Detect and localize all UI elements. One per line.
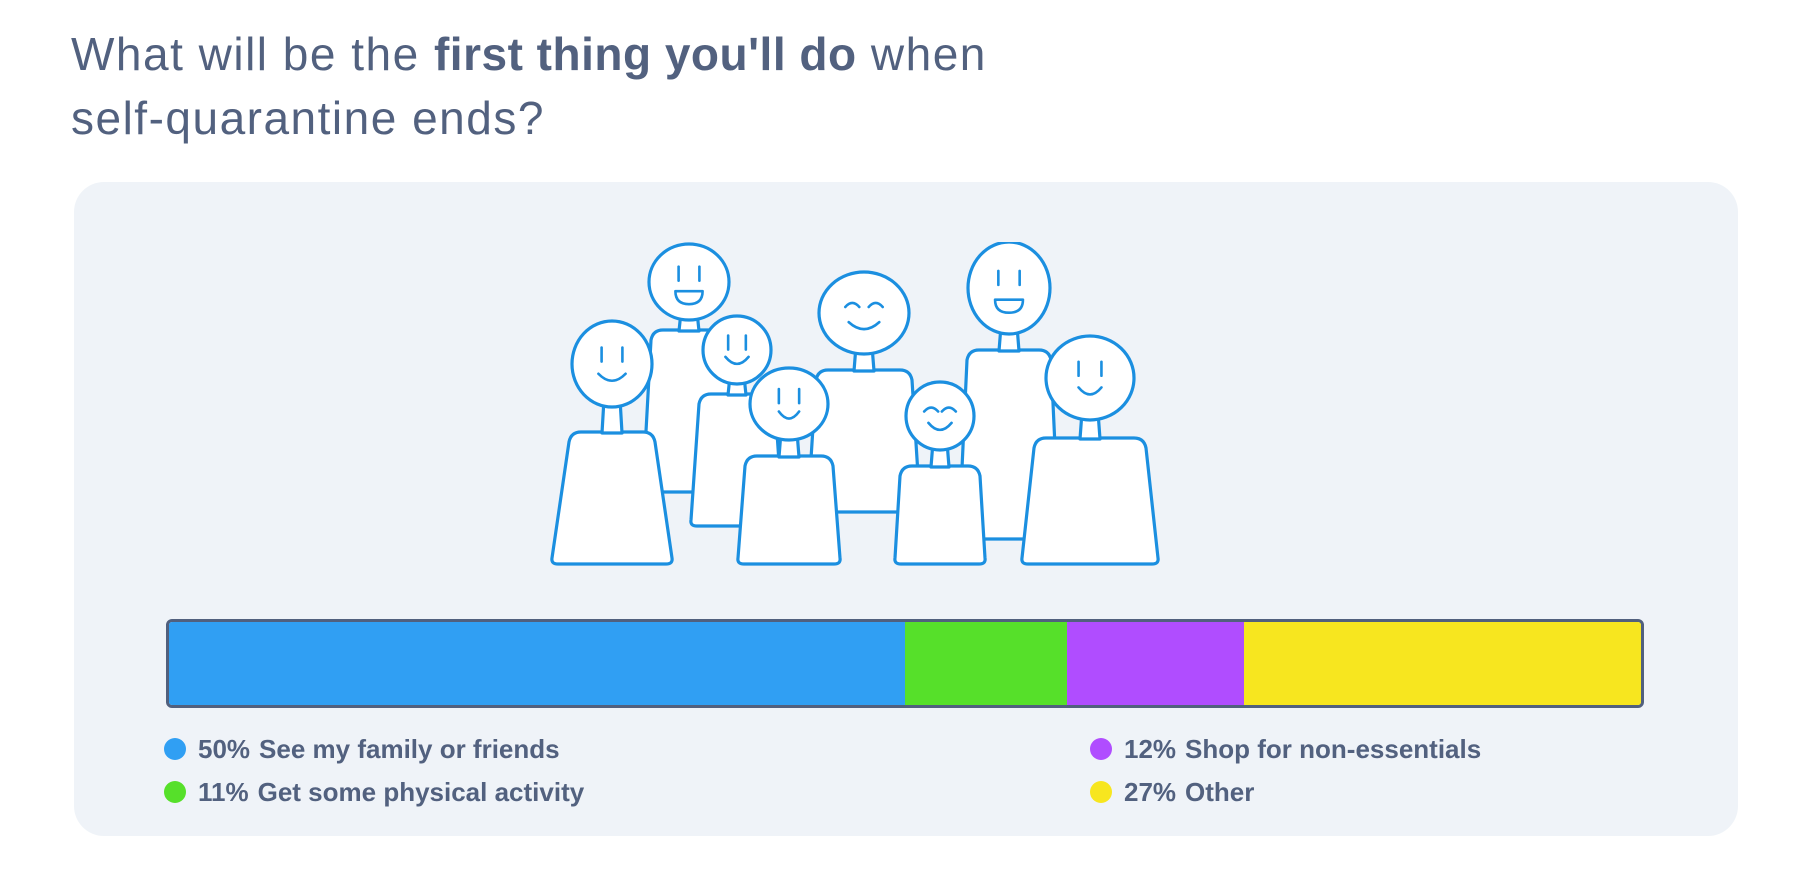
legend-item: 12% Shop for non-essentials: [1090, 734, 1481, 764]
legend-item: 27% Other: [1090, 777, 1254, 807]
legend-percent: 50%: [198, 733, 251, 764]
legend-item: 50% See my family or friends: [164, 734, 560, 764]
legend-label: See my family or friends: [259, 733, 560, 764]
bar-segment-2: [905, 622, 1067, 705]
title-emphasis: first thing you'll do: [433, 28, 857, 80]
bar-segment-1: [169, 622, 905, 705]
stacked-bar: [166, 619, 1644, 708]
legend-dot-icon: [1090, 738, 1112, 760]
title-prefix: What will be the: [71, 28, 434, 80]
legend: 50% See my family or friends 11% Get some p…: [164, 734, 1564, 824]
legend-label: Get some physical activity: [257, 776, 585, 807]
legend-percent: 27%: [1124, 776, 1177, 807]
legend-label: Shop for non-essentials: [1185, 733, 1482, 764]
person-figure: [893, 380, 987, 566]
legend-percent: 12%: [1124, 733, 1177, 764]
person-figure: [1020, 334, 1160, 566]
bar-segment-4: [1243, 622, 1641, 705]
legend-dot-icon: [164, 738, 186, 760]
group-of-smiling-people-icon: [550, 242, 1160, 566]
legend-dot-icon: [164, 781, 186, 803]
person-figure: [736, 366, 842, 566]
person-figure: [806, 270, 922, 514]
legend-dot-icon: [1090, 781, 1112, 803]
chart-card: 50% See my family or friends 11% Get some p…: [74, 182, 1738, 836]
title-suffix: when: [856, 28, 987, 80]
bar-segment-3: [1066, 622, 1244, 705]
person-figure: [550, 319, 674, 566]
legend-item: 11% Get some physical activity: [164, 777, 584, 807]
chart-title: What will be the first thing you'll do w…: [71, 22, 1171, 150]
title-line-2: self-quarantine ends?: [71, 92, 545, 144]
legend-label: Other: [1185, 776, 1255, 807]
legend-percent: 11%: [198, 776, 249, 807]
